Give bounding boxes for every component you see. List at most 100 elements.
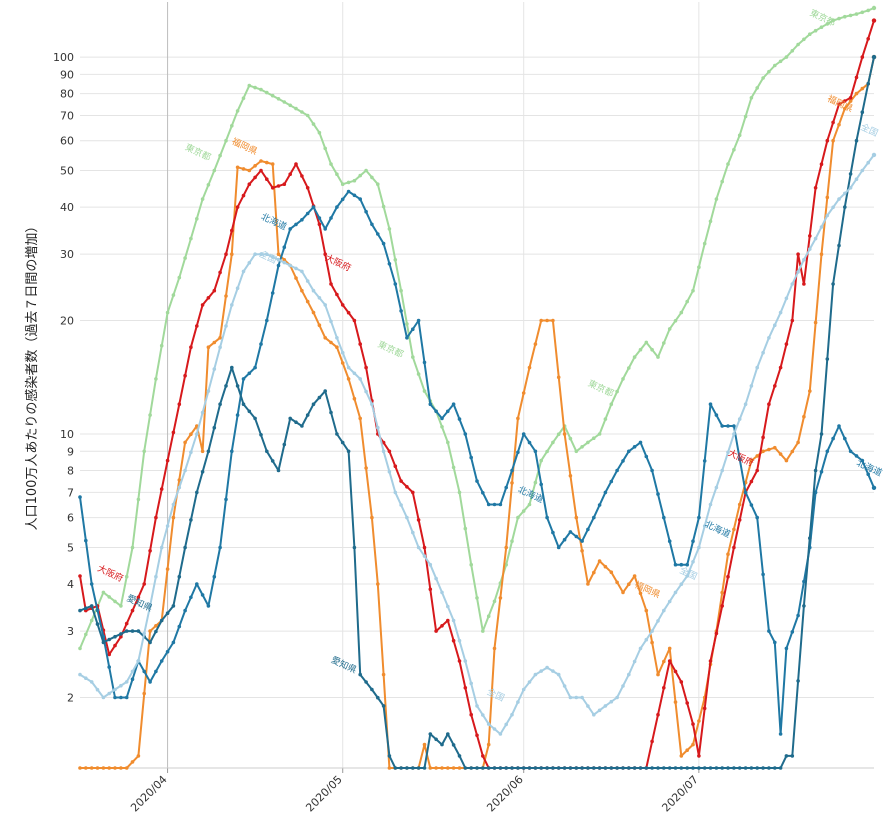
data-point [346,189,351,194]
data-point [778,766,783,770]
data-point [276,252,281,256]
data-point [399,309,403,313]
data-point [662,515,666,520]
data-point [603,564,608,569]
data-point [691,288,695,293]
data-point [521,687,526,692]
data-point [854,12,859,16]
y-tick-label: 90 [60,68,74,81]
data-point [130,677,135,681]
data-point [305,299,310,304]
series-label: 東京都 [586,377,616,399]
data-point [183,468,187,473]
data-point [78,646,82,651]
data-point [282,258,287,262]
data-point [644,340,649,345]
data-point [866,81,870,86]
series-label: 全国 [485,686,506,704]
data-point [113,687,117,692]
data-point [679,766,684,770]
data-point [323,389,328,393]
data-point [136,497,141,502]
data-point [329,410,333,415]
data-point [288,172,293,176]
data-point [755,454,759,458]
data-point [165,649,170,654]
data-point [539,669,543,673]
data-point [276,263,281,268]
data-point [481,629,485,633]
data-point [545,318,549,323]
data-point [778,452,783,456]
data-point [621,459,625,463]
data-point [340,361,345,365]
data-point [148,680,152,684]
data-point [235,205,240,209]
data-point [241,402,246,407]
data-point [813,186,818,190]
y-tick-label: 4 [67,578,74,591]
data-point [784,646,789,651]
data-point [767,629,771,633]
data-point [837,122,841,127]
data-point [475,704,479,708]
data-point [212,168,217,173]
data-point [224,138,228,143]
data-point [136,659,141,663]
data-point [253,85,257,90]
data-point [95,608,100,613]
data-point [317,323,322,328]
data-point [218,270,222,275]
data-point [860,458,865,463]
data-point [451,743,456,747]
data-point [597,432,602,436]
data-point [440,590,444,595]
data-point [335,172,339,176]
data-point [154,377,158,381]
data-point [247,409,252,414]
data-point [364,389,368,394]
y-tick-label: 5 [67,541,74,554]
data-point [235,286,240,291]
data-point [434,629,438,633]
data-point [352,371,357,376]
data-point [737,417,742,421]
data-point [627,766,631,770]
data-point [726,450,730,455]
data-point [621,377,625,381]
data-point [848,186,853,190]
data-point [84,632,88,637]
data-point [165,524,170,528]
data-point [475,596,479,600]
data-point [562,537,567,542]
data-point [580,695,584,700]
series-lines [78,5,877,770]
data-point [358,197,363,201]
data-point [837,424,841,428]
data-point [627,672,631,677]
y-tick-label: 7 [67,486,74,499]
data-point [767,402,771,407]
data-point [831,282,835,286]
data-point [189,518,193,522]
data-point [556,375,561,380]
data-point [802,579,806,584]
data-point [335,292,339,297]
data-point [551,318,555,323]
data-point [714,631,719,636]
data-point [551,766,555,770]
data-point [708,402,713,407]
data-point [370,515,374,520]
data-point [148,640,152,645]
data-point [586,766,590,770]
data-point [230,449,234,454]
data-point [376,695,380,700]
data-point [644,637,649,642]
data-point [171,640,176,645]
data-point [492,599,497,604]
data-point [218,545,222,550]
data-point [574,515,579,520]
data-point [253,164,257,168]
data-point [101,766,106,770]
data-point [615,695,619,700]
